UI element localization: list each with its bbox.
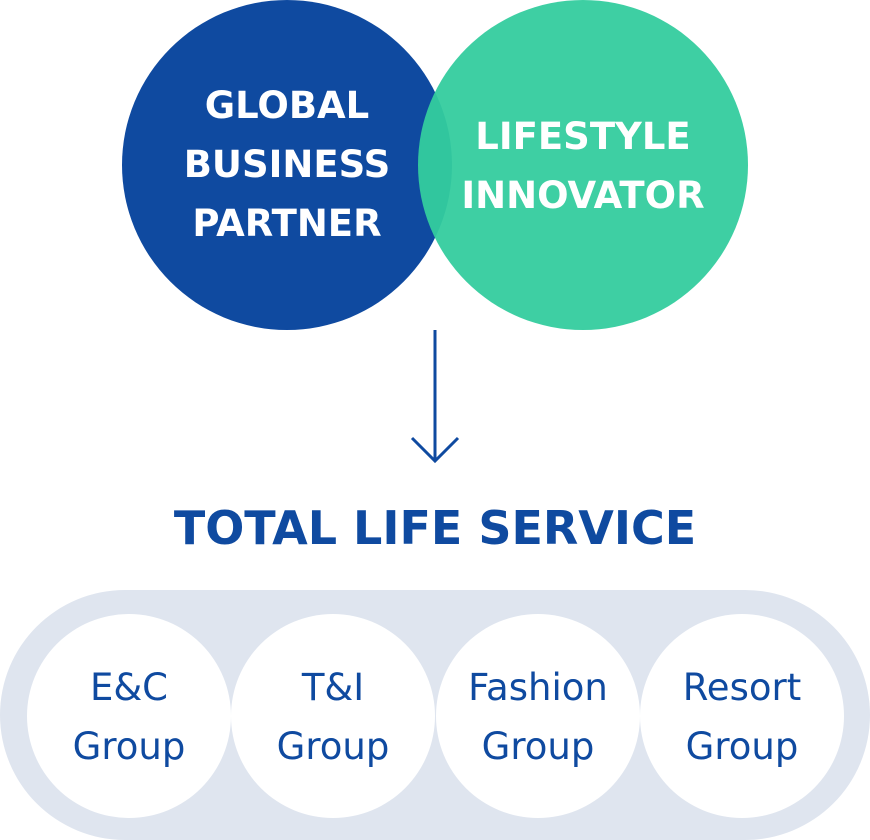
group-fashion-line-1: Fashion bbox=[468, 666, 608, 709]
global-line-3: PARTNER bbox=[192, 202, 382, 245]
group-resort-line-1: Resort bbox=[682, 666, 802, 709]
group-circle-fashion: Fashion Group bbox=[436, 614, 640, 818]
total-life-service-title: TOTAL LIFE SERVICE bbox=[173, 501, 697, 555]
group-label-fashion: Fashion Group bbox=[436, 658, 640, 776]
group-label-resort: Resort Group bbox=[640, 658, 844, 776]
lifestyle-line-2: INNOVATOR bbox=[461, 174, 705, 217]
lifestyle-innovator-circle: LIFESTYLE INNOVATOR bbox=[418, 0, 748, 330]
group-ec-line-1: E&C bbox=[89, 666, 169, 709]
group-circle-ti: T&I Group bbox=[231, 614, 435, 818]
lifestyle-innovator-label: LIFESTYLE INNOVATOR bbox=[418, 107, 748, 225]
arrow-down-icon bbox=[410, 330, 460, 464]
group-label-ec: E&C Group bbox=[27, 658, 231, 776]
global-line-1: GLOBAL bbox=[204, 84, 370, 127]
group-ti-line-2: Group bbox=[276, 725, 390, 768]
group-label-ti: T&I Group bbox=[231, 658, 435, 776]
global-line-2: BUSINESS bbox=[183, 143, 391, 186]
global-business-partner-circle: GLOBAL BUSINESS PARTNER bbox=[122, 0, 452, 330]
group-resort-line-2: Group bbox=[685, 725, 799, 768]
group-circle-resort: Resort Group bbox=[640, 614, 844, 818]
global-business-partner-label: GLOBAL BUSINESS PARTNER bbox=[122, 76, 452, 253]
group-circle-ec: E&C Group bbox=[27, 614, 231, 818]
group-fashion-line-2: Group bbox=[481, 725, 595, 768]
arrow-head bbox=[410, 436, 460, 464]
lifestyle-line-1: LIFESTYLE bbox=[475, 115, 691, 158]
group-ec-line-2: Group bbox=[72, 725, 186, 768]
group-ti-line-1: T&I bbox=[301, 666, 365, 709]
